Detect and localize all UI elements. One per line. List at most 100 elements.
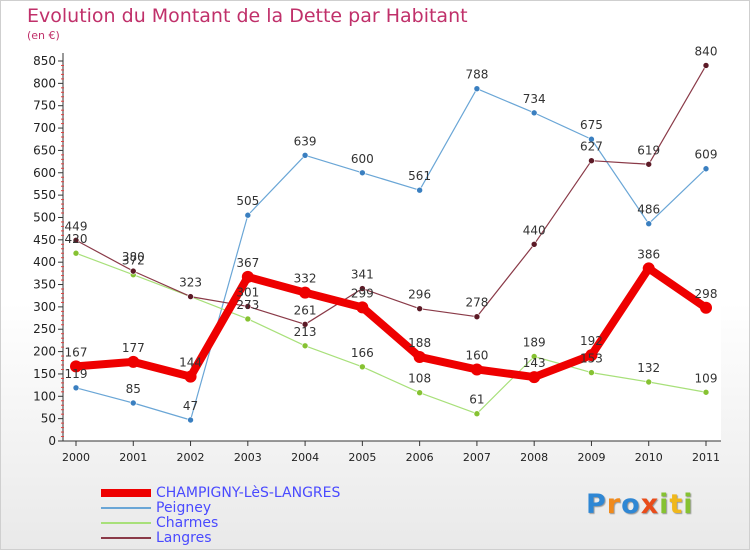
data-label-charmes: 132 bbox=[637, 361, 660, 375]
data-point-langres bbox=[359, 285, 366, 292]
data-point-charmes bbox=[416, 389, 423, 397]
x-tick-label: 2005 bbox=[348, 451, 376, 464]
data-label-langres: 323 bbox=[179, 276, 202, 290]
legend-entry: Charmes bbox=[101, 515, 340, 530]
data-label-charmes: 273 bbox=[236, 298, 259, 312]
data-label-champigny-l-s-langres: 367 bbox=[236, 256, 259, 270]
data-point-peigney bbox=[416, 186, 423, 194]
legend-label: Peigney bbox=[156, 499, 212, 516]
data-point-langres bbox=[530, 240, 538, 248]
y-tick-label: 200 bbox=[33, 345, 56, 359]
data-label-charmes: 153 bbox=[580, 352, 603, 366]
data-label-langres: 627 bbox=[580, 140, 603, 154]
data-point-champigny-l-s-langres bbox=[184, 370, 197, 383]
data-point-champigny-l-s-langres bbox=[528, 371, 541, 384]
data-label-charmes: 189 bbox=[523, 336, 546, 350]
legend-swatch bbox=[101, 521, 151, 524]
data-label-charmes: 420 bbox=[65, 232, 88, 246]
data-point-charmes bbox=[244, 315, 252, 323]
data-label-peigney: 505 bbox=[236, 194, 259, 208]
y-tick-label: 650 bbox=[33, 143, 56, 157]
y-tick-label: 800 bbox=[33, 76, 56, 90]
y-tick-label: 300 bbox=[33, 300, 56, 314]
data-point-champigny-l-s-langres bbox=[413, 350, 426, 363]
logo-letter: P bbox=[586, 489, 607, 520]
data-point-charmes bbox=[645, 378, 653, 386]
legend-swatch bbox=[101, 488, 151, 497]
legend-entry: Peigney bbox=[101, 500, 340, 515]
data-point-charmes bbox=[588, 369, 595, 376]
data-point-champigny-l-s-langres bbox=[127, 355, 140, 368]
y-tick-label: 150 bbox=[33, 367, 56, 381]
legend-entry: Langres bbox=[101, 530, 340, 545]
logo-letter: x bbox=[640, 489, 660, 520]
logo-letter: o bbox=[621, 489, 641, 520]
data-label-langres: 449 bbox=[65, 219, 88, 233]
data-label-champigny-l-s-langres: 144 bbox=[179, 356, 202, 370]
data-point-champigny-l-s-langres bbox=[356, 301, 369, 314]
data-point-langres bbox=[72, 236, 80, 244]
x-tick-label: 2003 bbox=[234, 451, 262, 464]
y-tick-label: 500 bbox=[33, 210, 56, 224]
x-tick-label: 2000 bbox=[62, 451, 90, 464]
data-label-peigney: 47 bbox=[183, 399, 198, 413]
y-tick-label: 550 bbox=[33, 188, 56, 202]
data-label-champigny-l-s-langres: 143 bbox=[523, 356, 546, 370]
x-tick-label: 2007 bbox=[463, 451, 491, 464]
logo-letter: t bbox=[669, 489, 684, 520]
data-label-charmes: 213 bbox=[294, 325, 317, 339]
chart-title: Evolution du Montant de la Dette par Hab… bbox=[27, 5, 468, 27]
series-line-peigney bbox=[75, 88, 707, 421]
data-label-champigny-l-s-langres: 167 bbox=[65, 345, 88, 359]
legend-swatch bbox=[101, 506, 151, 509]
data-point-peigney bbox=[72, 384, 80, 392]
data-point-peigney bbox=[645, 220, 653, 228]
data-point-peigney bbox=[187, 416, 194, 424]
logo-letter: i bbox=[683, 489, 694, 520]
data-point-charmes bbox=[473, 410, 481, 418]
data-label-peigney: 85 bbox=[126, 382, 141, 396]
data-point-langres bbox=[129, 267, 137, 275]
data-point-charmes bbox=[301, 342, 309, 350]
data-point-champigny-l-s-langres bbox=[299, 286, 312, 299]
data-label-peigney: 734 bbox=[523, 92, 546, 106]
data-point-charmes bbox=[702, 388, 710, 396]
legend-label: Charmes bbox=[156, 514, 219, 531]
series-line-langres bbox=[75, 64, 707, 325]
data-point-champigny-l-s-langres bbox=[642, 262, 655, 275]
y-tick-label: 0 bbox=[48, 434, 56, 448]
y-tick-label: 750 bbox=[33, 99, 56, 113]
data-label-langres: 619 bbox=[637, 143, 660, 157]
data-point-champigny-l-s-langres bbox=[470, 363, 483, 376]
data-point-langres bbox=[301, 321, 309, 328]
plot-area bbox=[63, 53, 721, 441]
data-point-peigney bbox=[588, 135, 595, 143]
data-label-champigny-l-s-langres: 177 bbox=[122, 341, 145, 355]
data-label-langres: 278 bbox=[465, 296, 488, 310]
data-point-champigny-l-s-langres bbox=[700, 301, 712, 314]
series-line-champigny-l-s-langres bbox=[72, 264, 710, 382]
proxiti-logo: Proxiti bbox=[586, 489, 694, 520]
data-label-charmes: 109 bbox=[695, 371, 718, 385]
data-point-peigney bbox=[244, 211, 252, 219]
data-label-peigney: 119 bbox=[65, 367, 88, 381]
data-label-langres: 440 bbox=[523, 223, 546, 237]
y-tick-label: 400 bbox=[33, 255, 56, 269]
data-point-peigney bbox=[301, 152, 309, 159]
data-label-langres: 380 bbox=[122, 250, 145, 264]
x-tick-label: 2011 bbox=[692, 451, 720, 464]
data-label-langres: 261 bbox=[294, 303, 317, 317]
logo-letter: i bbox=[659, 489, 670, 520]
data-point-charmes bbox=[359, 363, 366, 371]
data-label-langres: 301 bbox=[236, 285, 259, 299]
data-label-champigny-l-s-langres: 188 bbox=[408, 336, 431, 350]
data-label-peigney: 609 bbox=[695, 148, 718, 162]
data-point-champigny-l-s-langres bbox=[585, 349, 598, 362]
x-tick-label: 2008 bbox=[520, 451, 548, 464]
data-label-champigny-l-s-langres: 386 bbox=[637, 247, 660, 261]
data-label-langres: 296 bbox=[408, 288, 431, 302]
data-point-langres bbox=[244, 303, 252, 310]
data-point-peigney bbox=[473, 85, 481, 93]
